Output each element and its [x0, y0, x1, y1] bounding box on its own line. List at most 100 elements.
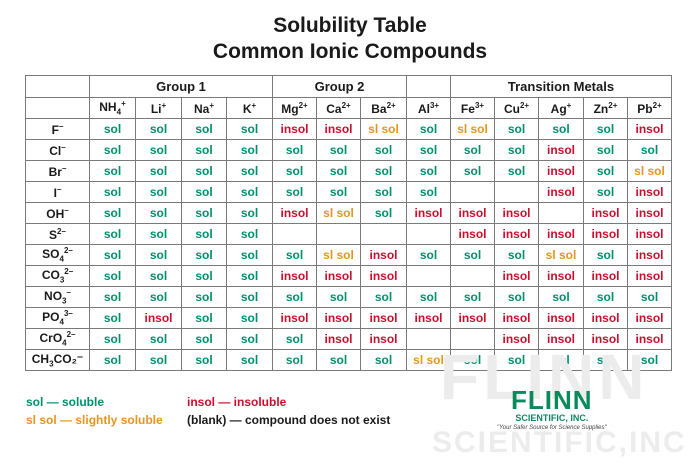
- solubility-cell: [406, 265, 451, 287]
- solubility-cell: insol: [583, 265, 628, 287]
- cation-header: Al3+: [406, 97, 451, 119]
- solubility-cell: sol: [494, 286, 539, 308]
- solubility-cell: [450, 181, 495, 203]
- anion-subscript: 3: [62, 296, 67, 306]
- cation-base: Fe: [460, 101, 475, 116]
- solubility-cell: sol: [226, 139, 273, 161]
- cation-charge: 2+: [652, 100, 662, 110]
- cation-header: Zn2+: [583, 97, 628, 119]
- solubility-cell: insol: [316, 307, 361, 329]
- solubility-cell: sol: [89, 265, 136, 287]
- anion-charge: 2–: [57, 226, 66, 236]
- solubility-cell: sol: [583, 286, 628, 308]
- solubility-cell: sol: [272, 244, 317, 266]
- solubility-cell: sol: [583, 139, 628, 161]
- solubility-cell: sol: [360, 349, 407, 371]
- solubility-cell: sol: [406, 244, 451, 266]
- solubility-cell: sol: [450, 286, 495, 308]
- solubility-cell: sol: [450, 244, 495, 266]
- solubility-cell: insol: [360, 265, 407, 287]
- cation-base: Al: [417, 101, 430, 116]
- anion-base: S: [49, 227, 58, 242]
- solubility-cell: insol: [316, 118, 361, 140]
- solubility-cell: sol: [135, 286, 182, 308]
- solubility-cell: sol: [406, 286, 451, 308]
- solubility-cell: insol: [627, 223, 672, 245]
- anion-charge: –: [61, 142, 66, 152]
- solubility-cell: sol: [181, 139, 227, 161]
- solubility-cell: insol: [494, 202, 539, 224]
- solubility-cell: insol: [450, 307, 495, 329]
- solubility-cell: sol: [538, 118, 584, 140]
- solubility-cell: sol: [89, 223, 136, 245]
- solubility-cell: sol: [583, 160, 628, 182]
- cation-header: NH4+: [89, 97, 136, 119]
- solubility-cell: sol: [135, 349, 182, 371]
- solubility-table: Group 1 Group 2 Transition Metals NH4+ Li+ N…: [25, 75, 672, 371]
- solubility-cell: sol: [89, 160, 136, 182]
- table-row: F– sol sol sol sol insol insol sl sol sol sl sol s…: [25, 118, 672, 140]
- table-body: F– sol sol sol sol insol insol sl sol sol sl sol s…: [25, 118, 672, 371]
- solubility-cell: sol: [406, 181, 451, 203]
- solubility-cell: sol: [583, 244, 628, 266]
- cation-charge: 3+: [474, 100, 485, 110]
- solubility-cell: insol: [627, 307, 672, 329]
- cation-base: Mg: [281, 101, 299, 116]
- solubility-cell: sol: [316, 181, 361, 203]
- anion-base: OH: [46, 206, 65, 221]
- solubility-cell: insol: [627, 265, 672, 287]
- cation-header: Cu2+: [494, 97, 539, 119]
- solubility-cell: sol: [406, 160, 451, 182]
- solubility-cell: sl sol: [360, 118, 407, 140]
- solubility-cell: insol: [583, 307, 628, 329]
- solubility-cell: sol: [226, 202, 273, 224]
- solubility-cell: insol: [316, 328, 361, 350]
- solubility-cell: insol: [272, 118, 317, 140]
- solubility-cell: [450, 328, 495, 350]
- solubility-cell: insol: [494, 307, 539, 329]
- solubility-cell: [406, 328, 451, 350]
- solubility-cell: insol: [627, 118, 672, 140]
- solubility-cell: sol: [226, 286, 273, 308]
- solubility-cell: insol: [450, 223, 495, 245]
- cation-charge: 2+: [386, 100, 396, 110]
- cation-charge: 2+: [519, 100, 530, 110]
- solubility-cell: sol: [272, 286, 317, 308]
- solubility-cell: sol: [272, 160, 317, 182]
- solubility-cell: sol: [181, 202, 227, 224]
- solubility-cell: insol: [538, 223, 584, 245]
- solubility-cell: sol: [450, 349, 495, 371]
- anion-subscript: 4: [62, 338, 67, 348]
- solubility-cell: sol: [538, 349, 584, 371]
- cation-base: Ca: [326, 101, 342, 116]
- group-header: [25, 75, 90, 98]
- solubility-cell: sol: [450, 160, 495, 182]
- cation-base: Ag: [550, 101, 567, 116]
- solubility-cell: sol: [316, 286, 361, 308]
- solubility-cell: insol: [316, 265, 361, 287]
- solubility-cell: sol: [226, 118, 273, 140]
- cation-header: K+: [226, 97, 273, 119]
- solubility-cell: sol: [226, 349, 273, 371]
- anion-charge: –: [64, 205, 69, 215]
- solubility-cell: sol: [89, 244, 136, 266]
- solubility-cell: sol: [135, 181, 182, 203]
- cation-charge: 2+: [298, 100, 308, 110]
- solubility-cell: insol: [627, 328, 672, 350]
- solubility-cell: insol: [272, 265, 317, 287]
- group-header-row: Group 1 Group 2 Transition Metals: [25, 75, 672, 98]
- solubility-cell: [538, 202, 584, 224]
- anion-label: OH–: [25, 202, 90, 224]
- anion-charge: –: [58, 121, 64, 131]
- solubility-cell: sol: [494, 244, 539, 266]
- solubility-cell: insol: [406, 202, 451, 224]
- solubility-cell: sol: [406, 139, 451, 161]
- solubility-cell: insol: [494, 223, 539, 245]
- anion-base: Br: [48, 164, 62, 179]
- group-header: Group 2: [272, 75, 407, 98]
- anion-charge: 3–: [63, 309, 73, 319]
- solubility-cell: sol: [89, 118, 136, 140]
- solubility-cell: insol: [538, 265, 584, 287]
- solubility-cell: sol: [226, 181, 273, 203]
- solubility-cell: sol: [135, 244, 182, 266]
